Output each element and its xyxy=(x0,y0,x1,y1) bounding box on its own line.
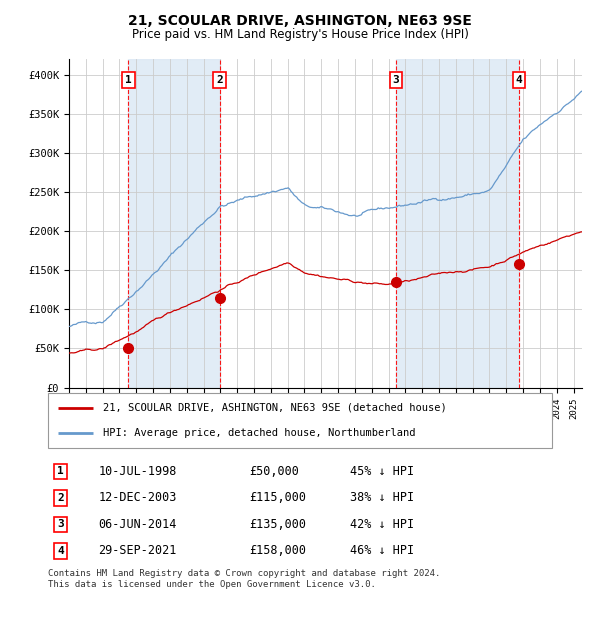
Text: 42% ↓ HPI: 42% ↓ HPI xyxy=(350,518,415,531)
Text: 2: 2 xyxy=(216,75,223,86)
Text: 38% ↓ HPI: 38% ↓ HPI xyxy=(350,492,415,505)
Text: £50,000: £50,000 xyxy=(250,465,299,478)
Text: £158,000: £158,000 xyxy=(250,544,307,557)
Text: Price paid vs. HM Land Registry's House Price Index (HPI): Price paid vs. HM Land Registry's House … xyxy=(131,28,469,41)
Bar xyxy=(396,59,519,388)
Text: 1: 1 xyxy=(57,466,64,477)
Text: 29-SEP-2021: 29-SEP-2021 xyxy=(98,544,177,557)
Text: 4: 4 xyxy=(515,75,523,86)
Text: 4: 4 xyxy=(57,546,64,556)
Text: 1: 1 xyxy=(125,75,132,86)
Text: 06-JUN-2014: 06-JUN-2014 xyxy=(98,518,177,531)
Text: Contains HM Land Registry data © Crown copyright and database right 2024.
This d: Contains HM Land Registry data © Crown c… xyxy=(48,569,440,588)
Text: 45% ↓ HPI: 45% ↓ HPI xyxy=(350,465,415,478)
Text: £135,000: £135,000 xyxy=(250,518,307,531)
Text: 46% ↓ HPI: 46% ↓ HPI xyxy=(350,544,415,557)
Text: 21, SCOULAR DRIVE, ASHINGTON, NE63 9SE: 21, SCOULAR DRIVE, ASHINGTON, NE63 9SE xyxy=(128,14,472,28)
Text: 10-JUL-1998: 10-JUL-1998 xyxy=(98,465,177,478)
Text: 2: 2 xyxy=(57,493,64,503)
Text: 12-DEC-2003: 12-DEC-2003 xyxy=(98,492,177,505)
Text: 3: 3 xyxy=(57,520,64,529)
Text: £115,000: £115,000 xyxy=(250,492,307,505)
Text: 21, SCOULAR DRIVE, ASHINGTON, NE63 9SE (detached house): 21, SCOULAR DRIVE, ASHINGTON, NE63 9SE (… xyxy=(103,403,447,413)
Bar xyxy=(128,59,220,388)
Text: 3: 3 xyxy=(392,75,399,86)
FancyBboxPatch shape xyxy=(48,393,552,448)
Text: HPI: Average price, detached house, Northumberland: HPI: Average price, detached house, Nort… xyxy=(103,428,416,438)
